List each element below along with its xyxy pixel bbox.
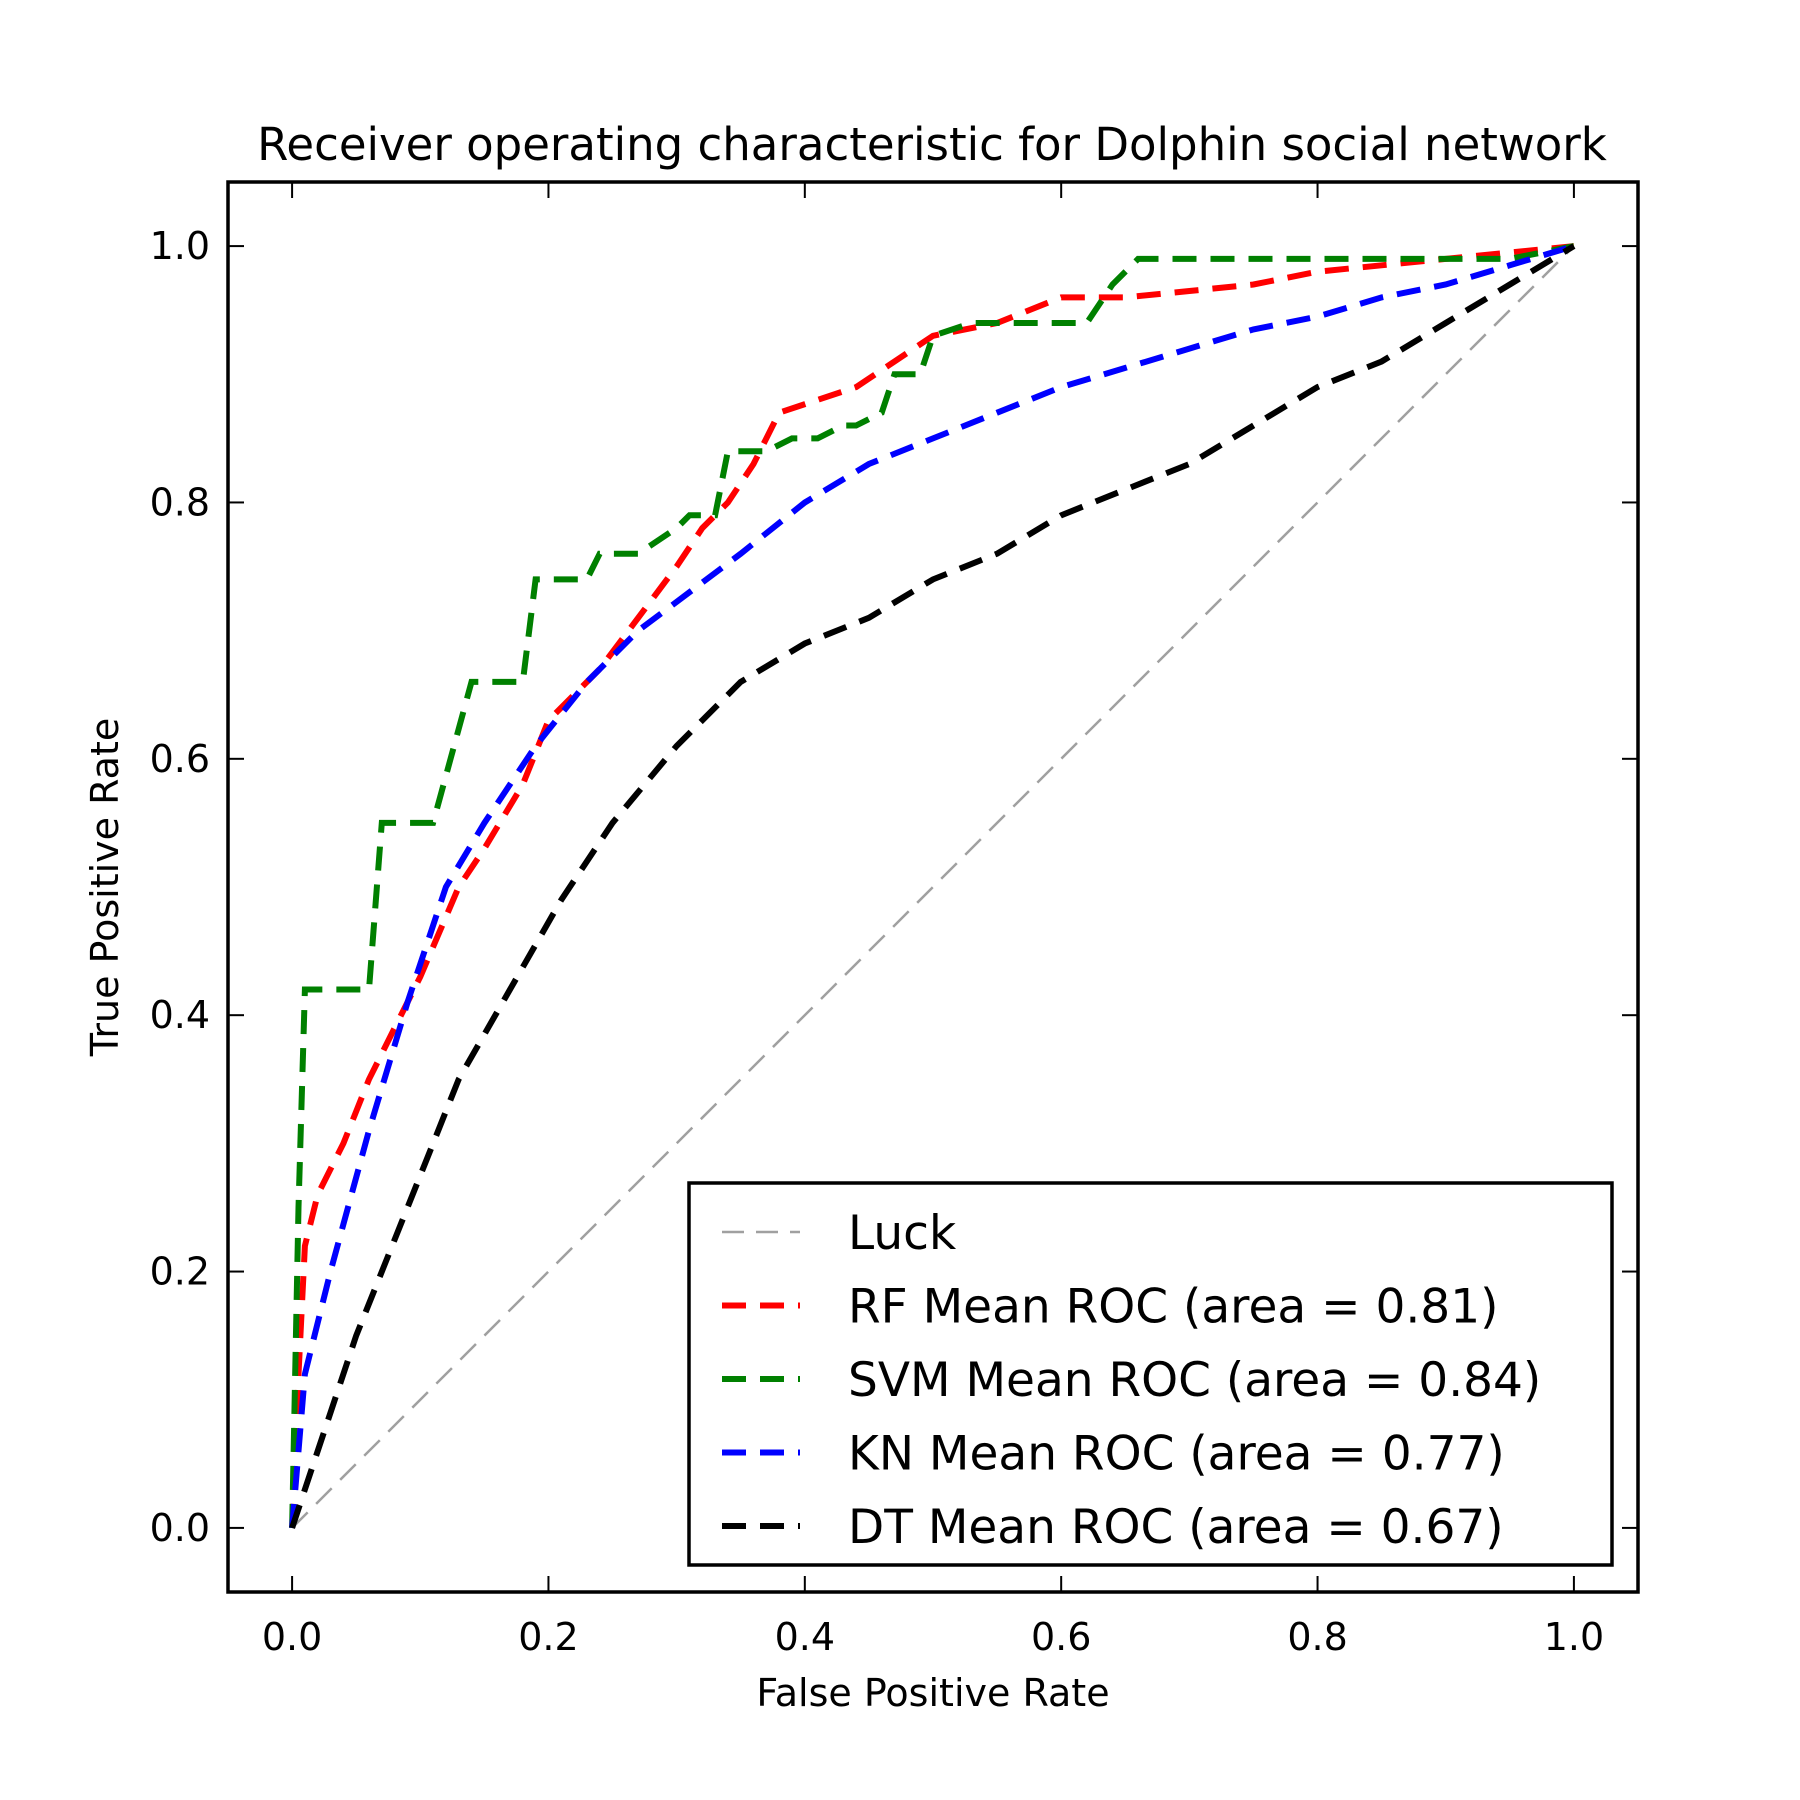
y-tick-label: 0.4	[150, 993, 210, 1037]
legend-label-rf: RF Mean ROC (area = 0.81)	[848, 1280, 1498, 1335]
tick-layer: 0.0 0.2 0.4 0.6 0.8 1.0 0.0 0.2 0.4 0.6 0.8 1.0	[150, 182, 1638, 1659]
legend-label-kn: KN Mean ROC (area = 0.77)	[848, 1427, 1505, 1482]
series-line-dt	[289, 243, 1576, 1529]
legend: Luck RF Mean ROC (area = 0.81) SVM Mean RO…	[687, 1181, 1614, 1567]
y-tick-label: 0.2	[150, 1250, 210, 1294]
series-layer	[289, 243, 1576, 1529]
series-line-luck	[291, 245, 1575, 1529]
y-axis-label: True Positive Rate	[83, 718, 127, 1058]
x-tick-label: 0.6	[1031, 1615, 1091, 1659]
x-axis-label: False Positive Rate	[756, 1671, 1109, 1715]
series-line-kn	[289, 243, 1575, 1529]
y-tick-label: 1.0	[150, 224, 210, 268]
y-tick-label: 0.8	[150, 480, 210, 524]
x-tick-label: 0.4	[775, 1615, 835, 1659]
plot-frame	[226, 180, 1640, 1594]
y-tick-label: 0.6	[150, 737, 210, 781]
series-line-svm	[289, 243, 1575, 1528]
legend-label-dt: DT Mean ROC (area = 0.67)	[848, 1500, 1504, 1555]
legend-box	[687, 1181, 1614, 1567]
y-tick-label: 0.0	[150, 1506, 210, 1550]
legend-items: Luck RF Mean ROC (area = 0.81) SVM Mean RO…	[722, 1206, 1541, 1555]
series-line-rf	[289, 243, 1575, 1529]
x-tick-label: 1.0	[1544, 1615, 1604, 1659]
x-tick-label: 0.8	[1287, 1615, 1347, 1659]
x-tick-label: 0.0	[262, 1615, 322, 1659]
legend-label-svm: SVM Mean ROC (area = 0.84)	[848, 1353, 1541, 1408]
x-tick-label: 0.2	[518, 1615, 578, 1659]
legend-label-luck: Luck	[848, 1206, 957, 1261]
chart-title: Receiver operating characteristic for Do…	[257, 118, 1607, 171]
